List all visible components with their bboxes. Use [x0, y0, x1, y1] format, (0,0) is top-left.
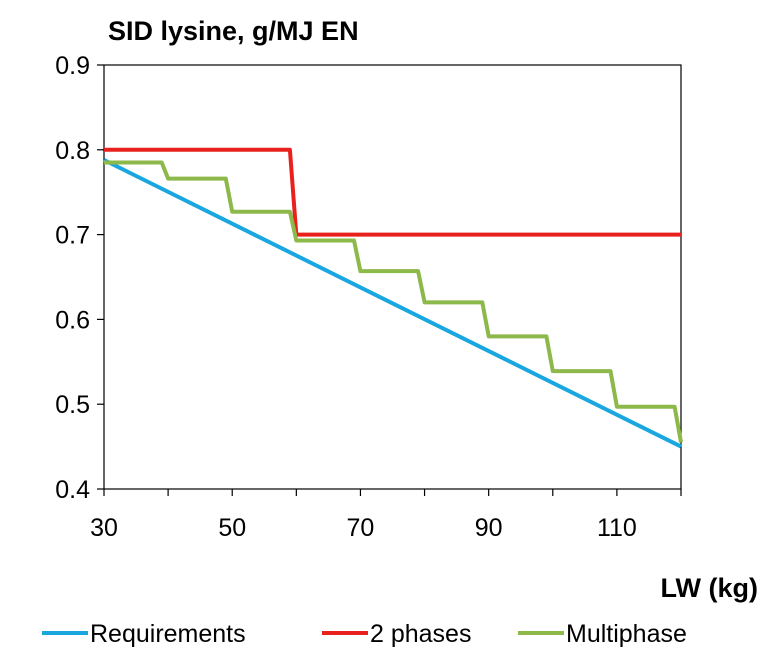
legend-label-requirements: Requirements — [90, 620, 246, 648]
series-line-multiphase — [104, 160, 683, 443]
plot-area-frame — [103, 64, 682, 490]
x-tick-label: 50 — [218, 514, 246, 542]
chart-title: SID lysine, g/MJ EN — [108, 16, 359, 46]
series-line-2-phases — [104, 147, 681, 237]
x-tick-label: 90 — [475, 514, 503, 542]
x-tick-label: 110 — [597, 514, 637, 542]
y-tick-label: 0.5 — [55, 391, 90, 419]
legend-label-2-phases: 2 phases — [370, 620, 471, 648]
axes — [97, 64, 682, 496]
x-tick-label: 30 — [90, 514, 118, 542]
y-tick-label: 0.9 — [55, 52, 90, 80]
y-tick-label: 0.8 — [55, 137, 90, 165]
legend-label-multiphase: Multiphase — [566, 620, 687, 648]
x-axis-label: LW (kg) — [661, 573, 758, 603]
y-tick-label: 0.7 — [55, 222, 90, 250]
series-layer — [103, 147, 683, 449]
series-line-requirements — [103, 158, 682, 449]
legend: Requirements 2 phases Multiphase — [42, 620, 687, 648]
tick-labels: 0.4 0.5 0.6 0.7 0.8 0.9 30 50 70 90 110 — [55, 52, 637, 542]
y-tick-label: 0.6 — [55, 306, 90, 334]
x-tick-label: 70 — [347, 514, 375, 542]
y-tick-label: 0.4 — [55, 476, 90, 504]
